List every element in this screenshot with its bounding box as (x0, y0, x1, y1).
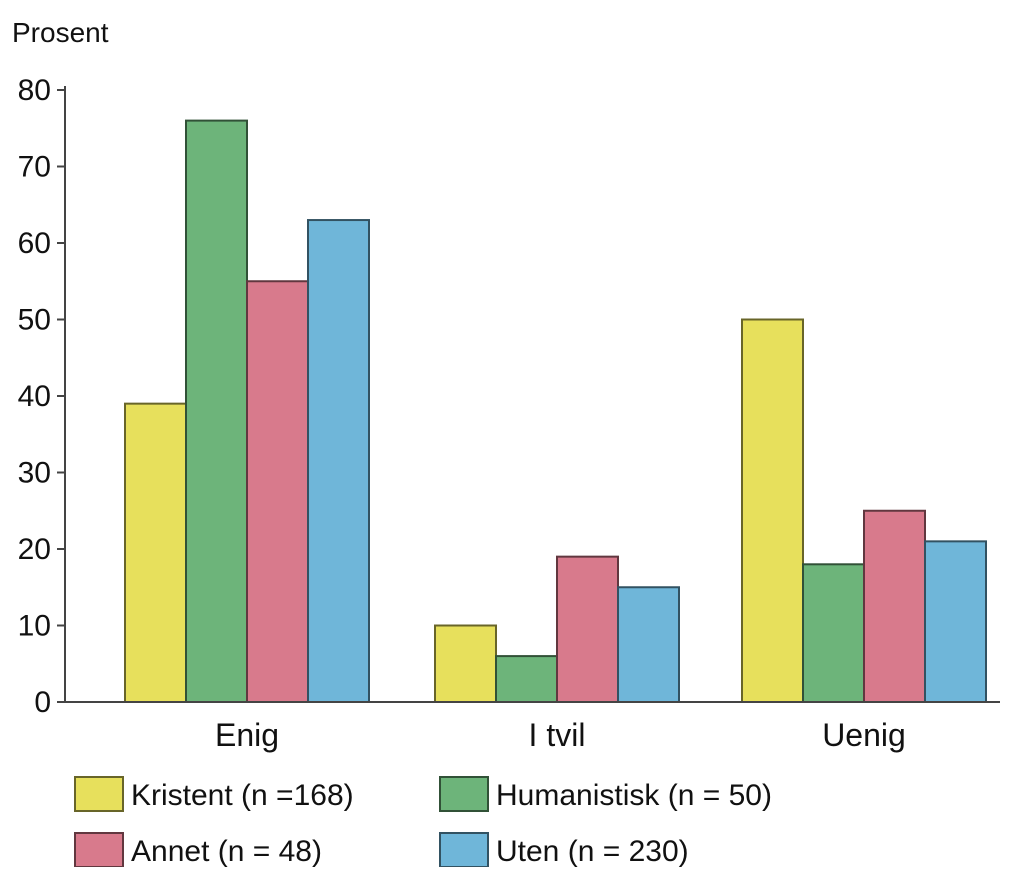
legend-swatch (75, 833, 123, 867)
y-tick-label: 40 (18, 380, 51, 413)
y-tick-label: 30 (18, 457, 51, 490)
bar (435, 626, 496, 703)
bars (125, 121, 986, 702)
bar (618, 587, 679, 702)
legend-label: Kristent (n =168) (131, 779, 354, 812)
legend-swatch (440, 777, 488, 811)
bar (864, 511, 925, 702)
bar (125, 404, 186, 702)
bar (308, 220, 369, 702)
bar (925, 541, 986, 702)
legend-label: Uten (n = 230) (496, 835, 689, 867)
y-tick-label: 20 (18, 533, 51, 566)
x-category-label: Uenig (822, 717, 906, 753)
y-tick-label: 10 (18, 610, 51, 643)
bar (557, 557, 618, 702)
y-tick-label: 50 (18, 304, 51, 337)
bar (803, 564, 864, 702)
legend: Kristent (n =168) Humanistisk (n = 50) Ann… (75, 777, 772, 867)
y-axis-ticks: 0 10 20 30 40 50 60 70 80 (18, 74, 65, 719)
bar (186, 121, 247, 702)
y-axis-label: Prosent (12, 17, 109, 48)
legend-swatch (440, 833, 488, 867)
bar (496, 656, 557, 702)
x-category-label: I tvil (529, 717, 586, 753)
y-tick-label: 80 (18, 74, 51, 107)
x-axis-category-labels: Enig I tvil Uenig (215, 717, 906, 753)
legend-label: Annet (n = 48) (131, 835, 322, 867)
legend-label: Humanistisk (n = 50) (496, 779, 772, 812)
bar (247, 281, 308, 702)
x-category-label: Enig (215, 717, 279, 753)
y-tick-label: 0 (34, 686, 51, 719)
legend-swatch (75, 777, 123, 811)
bar (742, 320, 803, 703)
y-tick-label: 60 (18, 227, 51, 260)
y-tick-label: 70 (18, 151, 51, 184)
